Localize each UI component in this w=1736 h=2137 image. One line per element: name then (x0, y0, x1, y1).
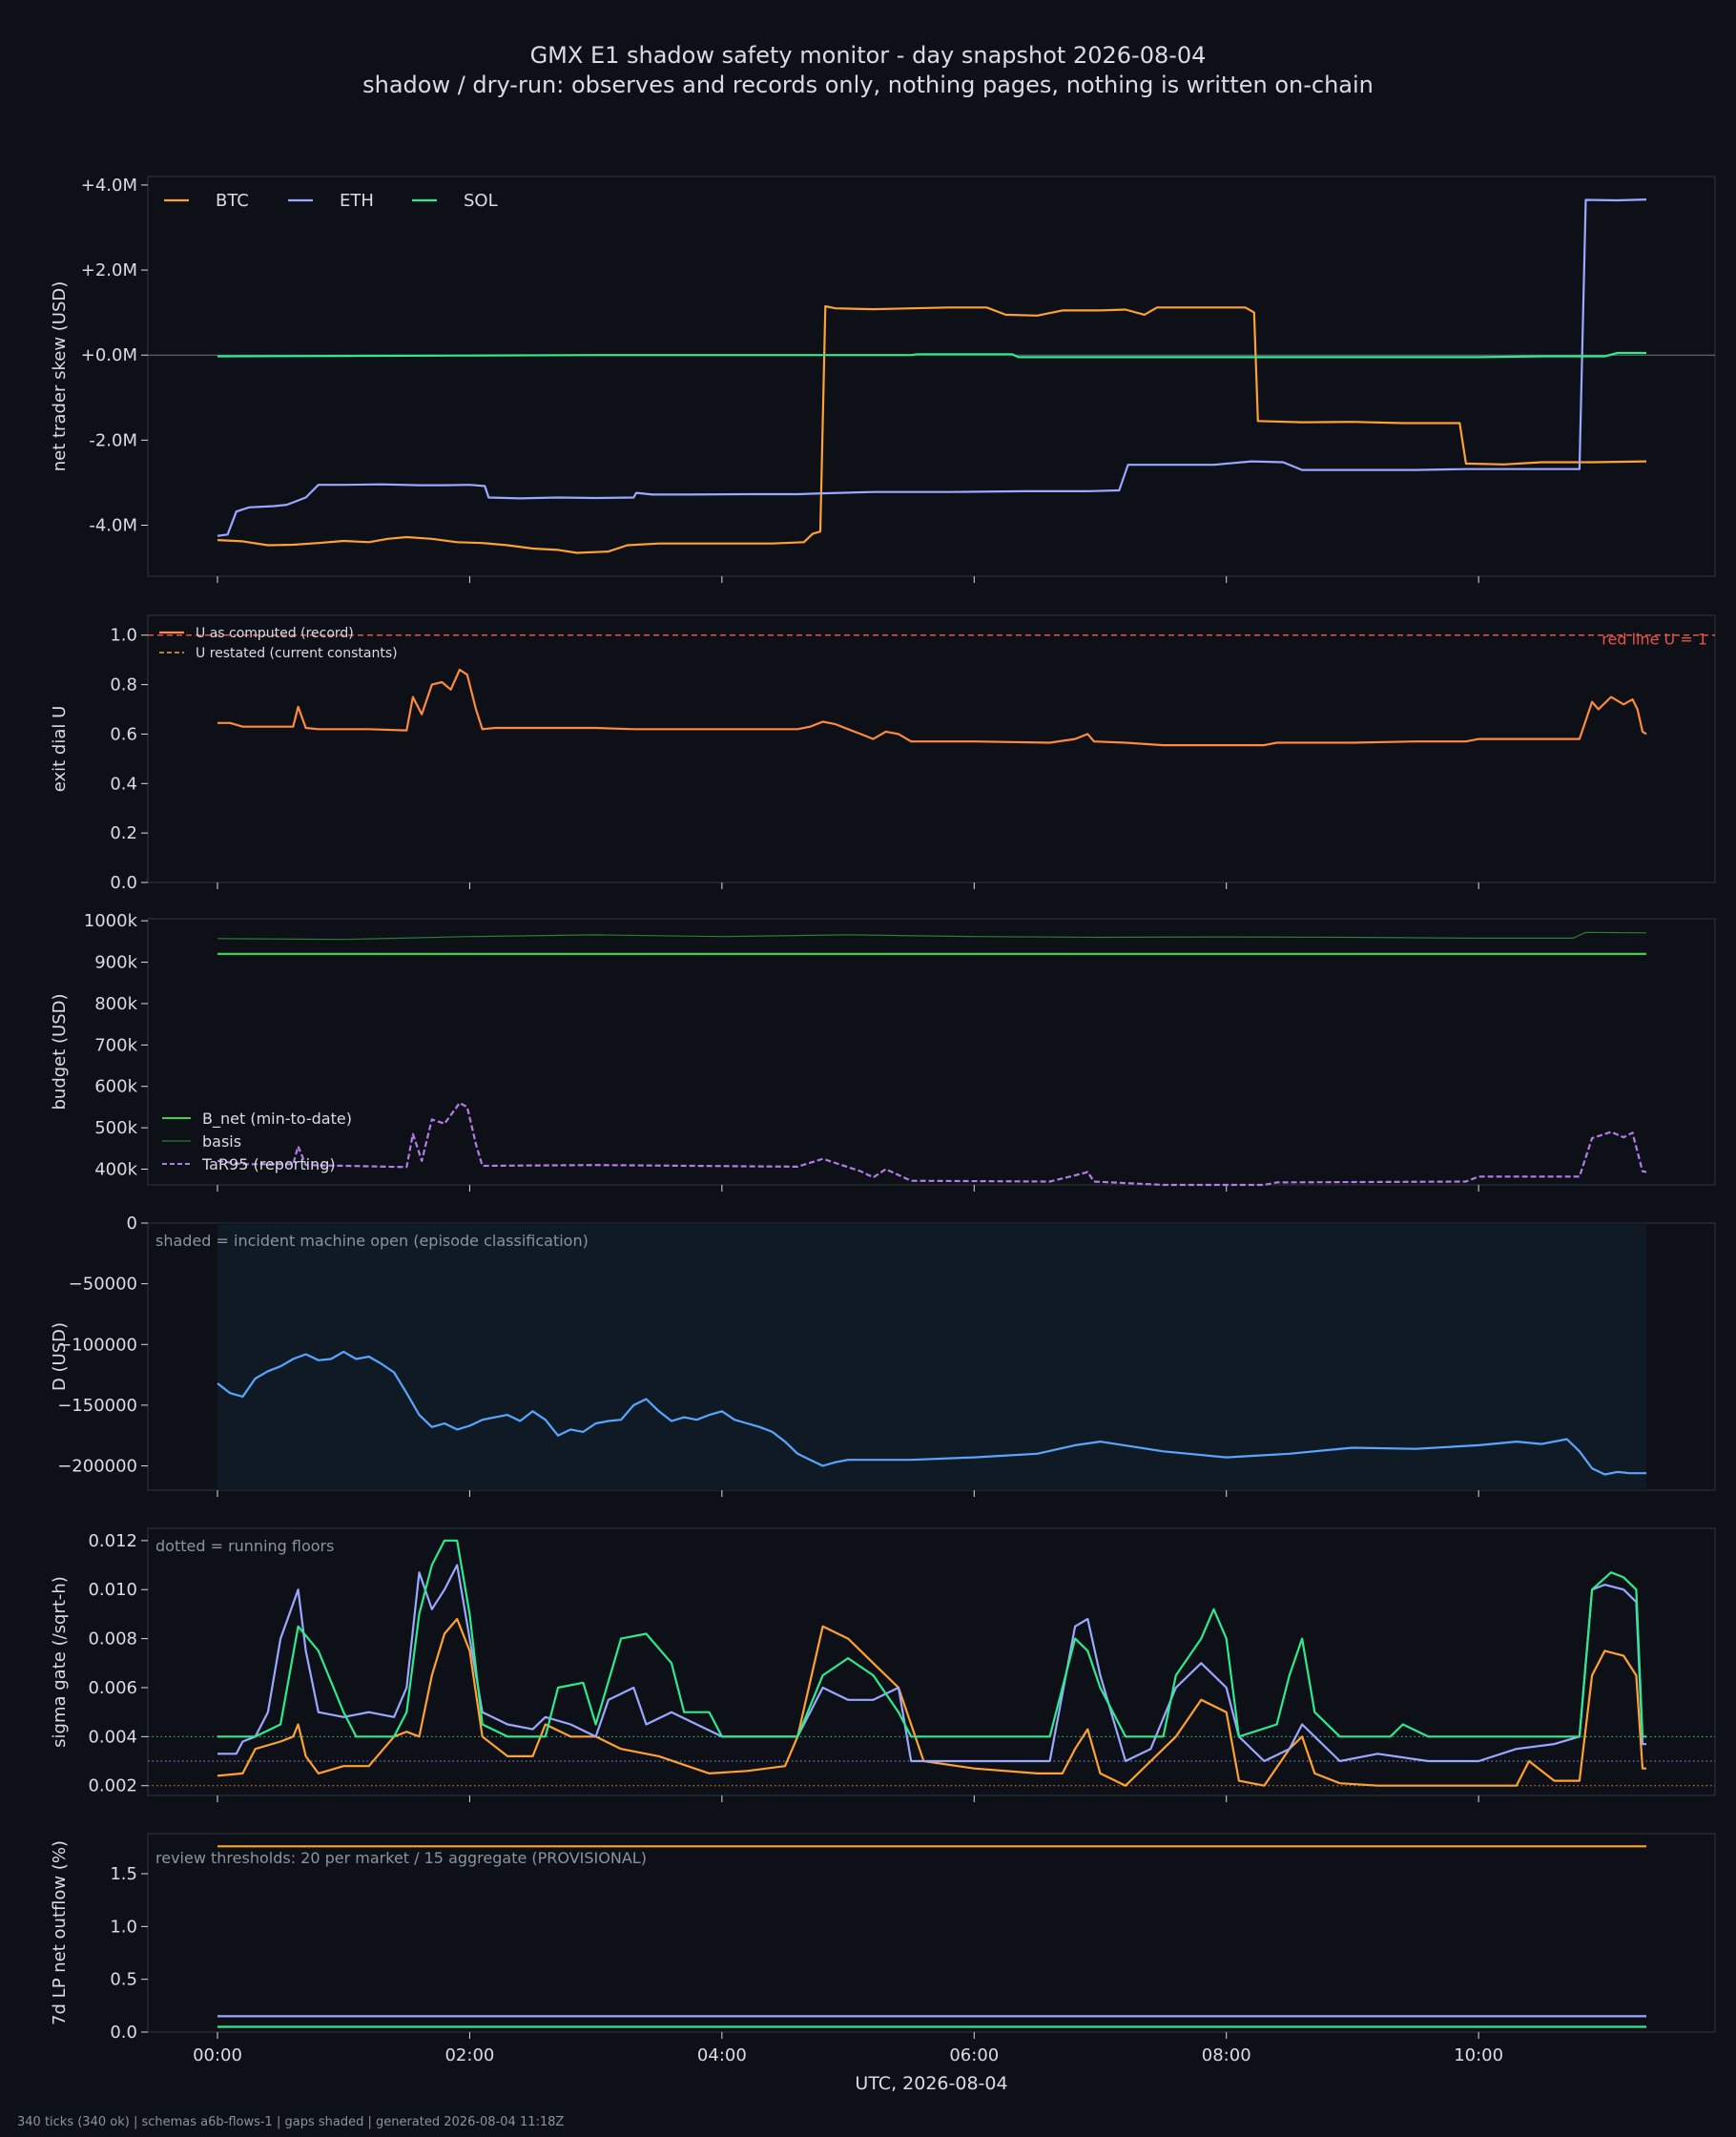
panel-lp-outflow: 1.5 1.0 0.5 0.0 00:00 02:00 04:00 06:00 08:00 10:… (50, 1833, 1716, 2094)
y-axis-label: exit dial U (50, 706, 70, 793)
chart-subtitle: shadow / dry-run: observes and records o… (362, 72, 1374, 98)
legend-label: BTC (216, 191, 249, 211)
legend-label: U as computed (record) (196, 626, 354, 641)
legend-label: SOL (464, 191, 498, 211)
y-tick-label: 0.002 (88, 1776, 137, 1796)
y-axis-label: sigma gate (/sqrt-h) (50, 1576, 70, 1748)
x-tick-label: 02:00 (444, 2045, 494, 2065)
x-axis-label: UTC, 2026-08-04 (855, 2073, 1007, 2094)
legend-label: U restated (current constants) (196, 646, 398, 661)
legend-label: ETH (340, 191, 374, 211)
series-line-u-as-computed-record- (217, 668, 1647, 747)
series-line-sol (217, 1539, 1646, 1738)
legend-label: basis (202, 1132, 241, 1151)
y-tick-label: −200000 (57, 1457, 137, 1477)
x-tick-label: 04:00 (697, 2045, 747, 2065)
y-tick-label: 0.010 (88, 1580, 137, 1600)
x-tick-label: 08:00 (1202, 2045, 1251, 2065)
series-line-basis (217, 931, 1647, 941)
x-tick-label: 06:00 (949, 2045, 999, 2065)
floors-note: dotted = running floors (155, 1537, 334, 1555)
incident-shaded-region (217, 1223, 1646, 1490)
axes-frame (147, 1833, 1716, 2033)
y-axis-label: D (USD) (50, 1322, 70, 1391)
chart-title: GMX E1 shadow safety monitor - day snaps… (530, 42, 1207, 69)
threshold-note: review thresholds: 20 per market / 15 ag… (155, 1849, 647, 1867)
y-tick-label: 0.012 (88, 1531, 137, 1551)
y-tick-label: -4.0M (89, 516, 137, 536)
y-tick-label: 600k (94, 1077, 137, 1097)
y-tick-label: 0.0 (110, 2023, 137, 2043)
y-tick-label: 700k (94, 1035, 137, 1055)
x-tick-label: 00:00 (193, 2045, 242, 2065)
y-axis-label: 7d LP net outflow (%) (50, 1840, 70, 2025)
series-line-eth (217, 198, 1647, 537)
panel-sigma-gate: 0.012 0.010 0.008 0.006 0.004 0.002 sigma gate… (50, 1527, 1716, 1802)
y-tick-label: 0.6 (110, 724, 137, 744)
red-line-label: red line U = 1 (1602, 631, 1707, 649)
y-axis-label: budget (USD) (50, 993, 70, 1110)
y-tick-label: +0.0M (81, 345, 137, 365)
y-tick-label: 0 (127, 1214, 137, 1234)
y-tick-label: 0.4 (110, 774, 137, 794)
axes-frame (147, 918, 1716, 1186)
y-tick-label: 1000k (84, 911, 138, 931)
series-line-tar95-reporting- (217, 1102, 1647, 1187)
y-tick-label: 800k (94, 994, 137, 1014)
series-line-btc (217, 304, 1647, 554)
y-tick-label: 0.5 (110, 1970, 137, 1990)
y-tick-label: 400k (94, 1160, 137, 1180)
y-tick-label: 0.008 (88, 1629, 137, 1649)
legend-label: TaR95 (reporting) (201, 1155, 336, 1173)
series-line-sol (217, 351, 1646, 359)
y-tick-label: −50000 (69, 1275, 137, 1295)
panel-exit-dial: 1.0 0.8 0.6 0.4 0.2 0.0 exit dial U red line U … (50, 614, 1716, 893)
y-tick-label: −100000 (57, 1335, 137, 1355)
y-tick-label: 0.004 (88, 1727, 137, 1747)
x-tick-label: 10:00 (1454, 2045, 1503, 2065)
y-tick-label: 1.5 (110, 1864, 137, 1884)
y-tick-label: 0.8 (110, 675, 137, 695)
legend-label: B_net (min-to-date) (202, 1110, 352, 1129)
axes-frame (147, 614, 1716, 883)
y-tick-label: 1.0 (110, 626, 137, 646)
y-tick-label: +2.0M (81, 260, 137, 280)
axes-frame (147, 1527, 1716, 1796)
y-axis-label: net trader skew (USD) (50, 281, 70, 472)
series-line-eth (217, 1564, 1646, 1763)
panel-budget: 1000k 900k 800k 700k 600k 500k 400k budget (USD… (50, 911, 1716, 1192)
panel-drawdown-d: 0 −50000 −100000 −150000 −200000 D (USD) shade… (50, 1214, 1716, 1497)
y-tick-label: 1.0 (110, 1917, 137, 1937)
y-tick-label: −150000 (57, 1396, 137, 1416)
shaded-note: shaded = incident machine open (episode … (155, 1232, 589, 1250)
y-tick-label: -2.0M (89, 430, 137, 450)
footer-text: 340 ticks (340 ok) | schemas a6b-flows-1… (17, 2115, 564, 2129)
y-tick-label: 0.2 (110, 823, 137, 843)
y-tick-label: 900k (94, 953, 137, 973)
series-line-d (217, 1350, 1646, 1476)
panel-net-trader-skew: +4.0M +2.0M +0.0M -2.0M -4.0M net trader skew… (50, 176, 1716, 583)
y-tick-label: +4.0M (81, 176, 137, 196)
y-tick-label: 0.0 (110, 873, 137, 893)
y-tick-label: 0.006 (88, 1678, 137, 1698)
y-tick-label: 500k (94, 1118, 137, 1138)
axes-frame (147, 176, 1716, 577)
